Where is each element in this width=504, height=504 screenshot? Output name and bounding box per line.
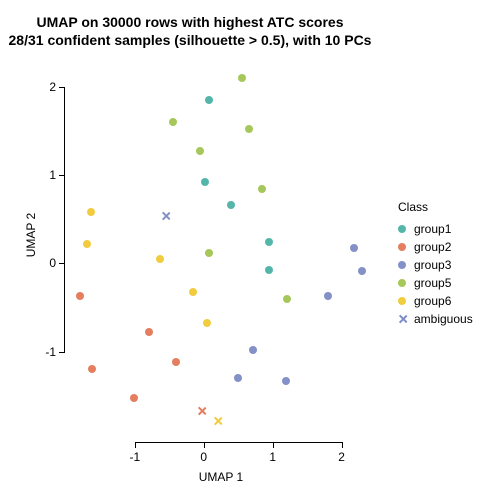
x-tick-label: 0: [200, 450, 207, 464]
data-point-group5: [169, 118, 177, 126]
circle-icon: [398, 243, 406, 251]
circle-icon: [398, 225, 406, 233]
y-tick-mark: [59, 175, 65, 176]
data-point-group6: [83, 240, 91, 248]
data-point-group3: [249, 346, 257, 354]
y-tick-mark: [59, 352, 65, 353]
circle-icon: [398, 279, 406, 287]
legend: Class group1 group2 group3 group5 group6 ambi…: [398, 200, 473, 328]
data-point-group1: [265, 266, 273, 274]
legend-label: group5: [414, 276, 451, 290]
legend-label: group2: [414, 240, 451, 254]
data-point-group6: [189, 288, 197, 296]
data-point-group3: [282, 377, 290, 385]
legend-label: group1: [414, 222, 451, 236]
data-point-group1: [205, 96, 213, 104]
x-tick-label: 2: [338, 450, 345, 464]
data-point-group5: [258, 185, 266, 193]
x-axis-line: [135, 442, 342, 443]
data-point-group5: [283, 295, 291, 303]
x-axis-label: UMAP 1: [66, 470, 376, 484]
data-point-group3: [234, 374, 242, 382]
data-point-group2: [88, 365, 96, 373]
legend-item-group6: group6: [398, 292, 473, 310]
y-tick-label: -1: [36, 345, 56, 359]
data-point-group2: [130, 394, 138, 402]
umap-scatter-chart: UMAP on 30000 rows with highest ATC scor…: [0, 0, 504, 504]
x-tick-mark: [273, 442, 274, 448]
data-point-group2: [172, 358, 180, 366]
data-point-group6: [87, 208, 95, 216]
x-tick-label: 1: [269, 450, 276, 464]
y-tick-mark: [59, 87, 65, 88]
data-point-group1: [201, 178, 209, 186]
data-point-group5: [245, 125, 253, 133]
chart-title-line1: UMAP on 30000 rows with highest ATC scor…: [0, 14, 380, 30]
y-tick-label: 0: [36, 256, 56, 270]
data-point-group3: [324, 292, 332, 300]
circle-icon: [398, 261, 406, 269]
x-tick-mark: [204, 442, 205, 448]
legend-item-group5: group5: [398, 274, 473, 292]
cross-icon: [398, 314, 408, 324]
data-point-group2: [145, 328, 153, 336]
legend-item-group1: group1: [398, 220, 473, 238]
x-tick-label: -1: [130, 450, 141, 464]
legend-label: group3: [414, 258, 451, 272]
data-point-group6: [203, 319, 211, 327]
y-axis-line: [64, 87, 65, 352]
data-point-group5: [196, 147, 204, 155]
y-tick-mark: [59, 263, 65, 264]
legend-item-group2: group2: [398, 238, 473, 256]
data-point-group1: [227, 201, 235, 209]
legend-label: ambiguous: [414, 312, 473, 326]
circle-icon: [398, 297, 406, 305]
legend-item-ambiguous: ambiguous: [398, 310, 473, 328]
legend-item-group3: group3: [398, 256, 473, 274]
data-point-group3: [350, 244, 358, 252]
chart-title-line2: 28/31 confident samples (silhouette > 0.…: [0, 32, 380, 48]
data-point-group5: [238, 74, 246, 82]
legend-title: Class: [398, 200, 473, 214]
data-point-group2: [76, 292, 84, 300]
x-tick-mark: [135, 442, 136, 448]
x-tick-mark: [342, 442, 343, 448]
data-point-group5: [205, 249, 213, 257]
legend-label: group6: [414, 294, 451, 308]
data-point-group3: [358, 267, 366, 275]
y-tick-label: 2: [36, 80, 56, 94]
y-tick-label: 1: [36, 168, 56, 182]
data-point-group6: [213, 416, 223, 426]
data-point-group1: [265, 238, 273, 246]
plot-area: [66, 60, 376, 440]
data-point-group6: [156, 255, 164, 263]
data-point-group3: [161, 211, 171, 221]
data-point-group2: [197, 406, 207, 416]
